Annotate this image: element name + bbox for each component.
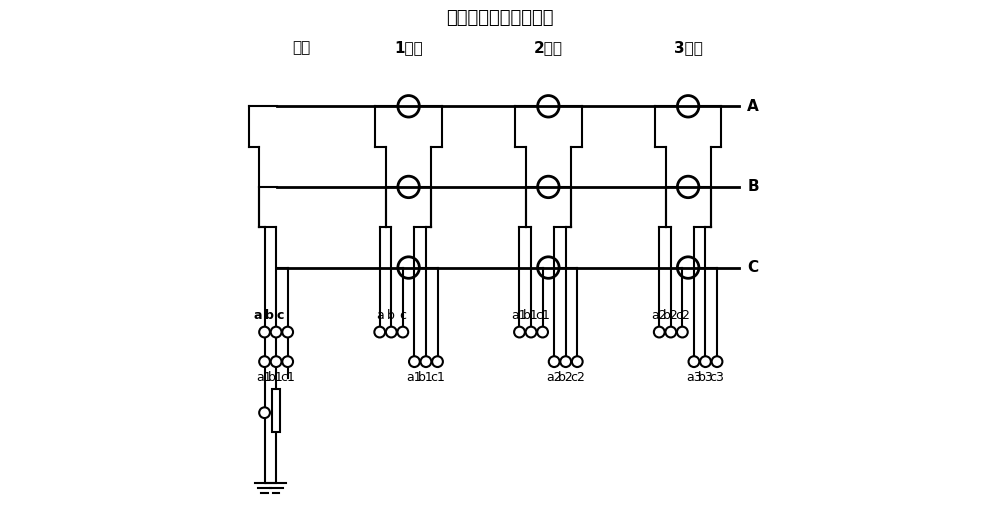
Text: c2: c2: [675, 309, 690, 322]
Text: c1: c1: [535, 309, 550, 322]
Text: c: c: [399, 309, 406, 322]
Text: b2: b2: [663, 309, 679, 322]
Circle shape: [689, 356, 699, 367]
Circle shape: [654, 326, 665, 337]
Text: b2: b2: [558, 371, 574, 384]
Text: c3: c3: [710, 371, 724, 384]
Text: 高压电缆交叉互联系统: 高压电缆交叉互联系统: [446, 9, 554, 26]
Text: 3号箱: 3号箱: [674, 39, 703, 54]
Text: a1: a1: [512, 309, 527, 322]
Circle shape: [271, 356, 281, 367]
Circle shape: [259, 356, 270, 367]
Text: 2号箱: 2号箱: [534, 39, 563, 54]
Circle shape: [514, 326, 525, 337]
Text: a2: a2: [651, 309, 667, 322]
Circle shape: [560, 356, 571, 367]
Circle shape: [549, 356, 560, 367]
Circle shape: [537, 326, 548, 337]
Text: b: b: [265, 309, 274, 322]
Text: a: a: [376, 309, 384, 322]
Circle shape: [712, 356, 722, 367]
Circle shape: [421, 356, 431, 367]
Circle shape: [409, 356, 420, 367]
Text: b3: b3: [698, 371, 713, 384]
Circle shape: [677, 326, 688, 337]
Text: C: C: [747, 260, 758, 275]
Text: 1号箱: 1号箱: [394, 39, 423, 54]
Circle shape: [282, 356, 293, 367]
Text: c: c: [277, 309, 284, 322]
Text: b1: b1: [268, 371, 284, 384]
Text: c1: c1: [280, 371, 295, 384]
Text: c1: c1: [430, 371, 445, 384]
Text: b1: b1: [418, 371, 434, 384]
Circle shape: [665, 326, 676, 337]
Text: b: b: [387, 309, 395, 322]
Text: b1: b1: [523, 309, 539, 322]
Bar: [272, 389, 280, 431]
Circle shape: [397, 326, 408, 337]
Circle shape: [700, 356, 711, 367]
Circle shape: [259, 326, 270, 337]
Text: B: B: [747, 180, 759, 195]
Text: a1: a1: [407, 371, 422, 384]
Circle shape: [526, 326, 536, 337]
Text: 首端: 首端: [292, 39, 310, 54]
Circle shape: [259, 407, 270, 418]
Text: a1: a1: [257, 371, 272, 384]
Text: a3: a3: [686, 371, 702, 384]
Text: a2: a2: [546, 371, 562, 384]
Circle shape: [271, 326, 281, 337]
Circle shape: [374, 326, 385, 337]
Circle shape: [572, 356, 583, 367]
Text: c2: c2: [570, 371, 585, 384]
Text: A: A: [747, 99, 759, 114]
Circle shape: [282, 326, 293, 337]
Circle shape: [386, 326, 397, 337]
Circle shape: [432, 356, 443, 367]
Text: a: a: [253, 309, 262, 322]
